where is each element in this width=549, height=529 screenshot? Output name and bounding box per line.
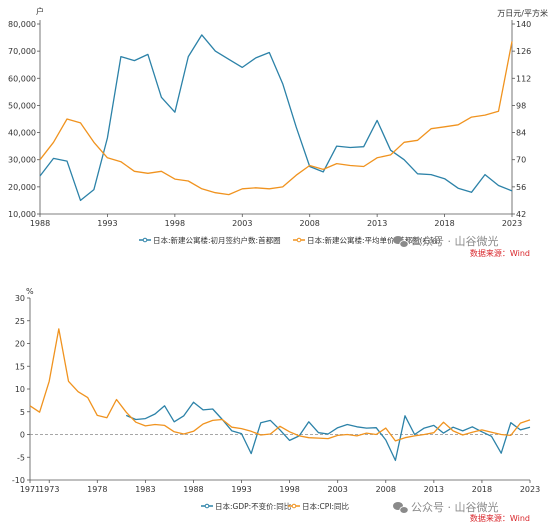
x-tick-label: 2018 — [434, 219, 454, 228]
y-right-tick-label: 84 — [516, 129, 526, 138]
y-right-tick-label: 140 — [516, 20, 531, 29]
chart-2-y-ticks: -10 -5 0 5 10 15 20 25 30 — [12, 294, 30, 485]
x-tick-label: 1973 — [39, 485, 59, 494]
series-line-cpi — [29, 328, 531, 442]
x-tick-label: 1993 — [231, 485, 251, 494]
y-tick-label: 30 — [15, 294, 25, 303]
chart-1-series — [39, 34, 513, 202]
chart-1-x-ticks: 1988 1993 1998 2003 2008 2013 2018 2023 — [30, 214, 522, 228]
y-left-tick-label: 30,000 — [8, 156, 36, 165]
y-tick-label: 10 — [15, 385, 25, 394]
wechat-icon — [393, 502, 409, 514]
y-tick-label: 20 — [15, 340, 25, 349]
legend-label-1: 日本:新建公寓楼:初月签约户数:首都圈 — [153, 235, 281, 245]
x-tick-label: 2008 — [300, 219, 320, 228]
x-tick-label: 1988 — [183, 485, 203, 494]
y-left-tick-label: 10,000 — [8, 210, 36, 219]
series-line-avg-price — [39, 41, 513, 196]
x-tick-label: 2008 — [376, 485, 396, 494]
y-tick-label: -5 — [17, 453, 25, 462]
y-left-tick-label: 20,000 — [8, 183, 36, 192]
y-left-tick-label: 60,000 — [8, 74, 36, 83]
chart-1-right-ticks: 42 56 70 84 98 112 126 140 — [512, 20, 531, 219]
y-left-tick-label: 40,000 — [8, 129, 36, 138]
chart-1-right-unit: 万日元/平方米 — [497, 8, 548, 18]
x-tick-label: 1988 — [30, 219, 50, 228]
y-right-tick-label: 70 — [516, 156, 526, 165]
x-tick-label: 2013 — [424, 485, 444, 494]
legend-label-1: 日本:GDP:不变价:同比 — [215, 501, 292, 511]
x-tick-label: 2023 — [520, 485, 540, 494]
wechat-icon — [393, 236, 409, 248]
legend-marker-orange — [296, 237, 302, 243]
watermark-text: 公众号 · 山谷微光 — [411, 234, 499, 248]
x-tick-label: 2013 — [367, 219, 387, 228]
legend-marker-orange — [291, 503, 297, 509]
y-tick-label: 15 — [15, 362, 25, 371]
y-tick-label: 25 — [15, 317, 25, 326]
legend-label-2: 日本:新建公寓楼:平均单价:首都圈(右轴) — [307, 235, 441, 245]
legend-marker-blue — [204, 503, 210, 509]
x-tick-label: 2003 — [328, 485, 348, 494]
series-line-gdp — [125, 401, 531, 462]
y-right-tick-label: 98 — [516, 101, 526, 110]
legend-label-2: 日本:CPI:同比 — [302, 501, 350, 511]
y-right-tick-label: 42 — [516, 210, 526, 219]
x-tick-label: 2023 — [502, 219, 522, 228]
chart-2-series — [29, 328, 531, 462]
x-tick-label: 1983 — [135, 485, 155, 494]
y-tick-label: 5 — [20, 408, 25, 417]
watermark-2: 公众号 · 山谷微光 — [393, 500, 499, 514]
watermark-text: 公众号 · 山谷微光 — [411, 500, 499, 514]
x-tick-label: 2003 — [232, 219, 252, 228]
y-left-tick-label: 70,000 — [8, 47, 36, 56]
chart-1-source: 数据来源：Wind — [470, 248, 530, 258]
y-right-tick-label: 112 — [516, 74, 531, 83]
y-tick-label: 0 — [20, 431, 25, 440]
x-tick-label: 1971 — [20, 485, 40, 494]
chart-1: 户 万日元/平方米 10,000 20,000 30,000 40,000 50,000… — [8, 6, 548, 258]
x-tick-label: 2018 — [472, 485, 492, 494]
chart-2-legend: 日本:GDP:不变价:同比 日本:CPI:同比 — [201, 501, 350, 511]
chart-2-left-unit: % — [26, 287, 34, 296]
y-left-tick-label: 50,000 — [8, 101, 36, 110]
series-line-signed-units — [39, 34, 513, 202]
x-tick-label: 1993 — [97, 219, 117, 228]
y-right-tick-label: 126 — [516, 47, 531, 56]
y-tick-label: -10 — [12, 476, 25, 485]
x-tick-label: 1978 — [87, 485, 107, 494]
chart-2-source: 数据来源：Wind — [470, 513, 530, 523]
watermark-1: 公众号 · 山谷微光 — [393, 234, 499, 248]
chart-1-left-unit: 户 — [36, 6, 44, 16]
chart-1-legend: 日本:新建公寓楼:初月签约户数:首都圈 日本:新建公寓楼:平均单价:首都圈(右轴… — [139, 235, 441, 245]
legend-marker-blue — [142, 237, 148, 243]
x-tick-label: 1998 — [279, 485, 299, 494]
y-left-tick-label: 80,000 — [8, 20, 36, 29]
y-right-tick-label: 56 — [516, 183, 526, 192]
x-tick-label: 1998 — [165, 219, 185, 228]
chart-1-left-ticks: 10,000 20,000 30,000 40,000 50,000 60,000 70,0… — [8, 20, 40, 219]
